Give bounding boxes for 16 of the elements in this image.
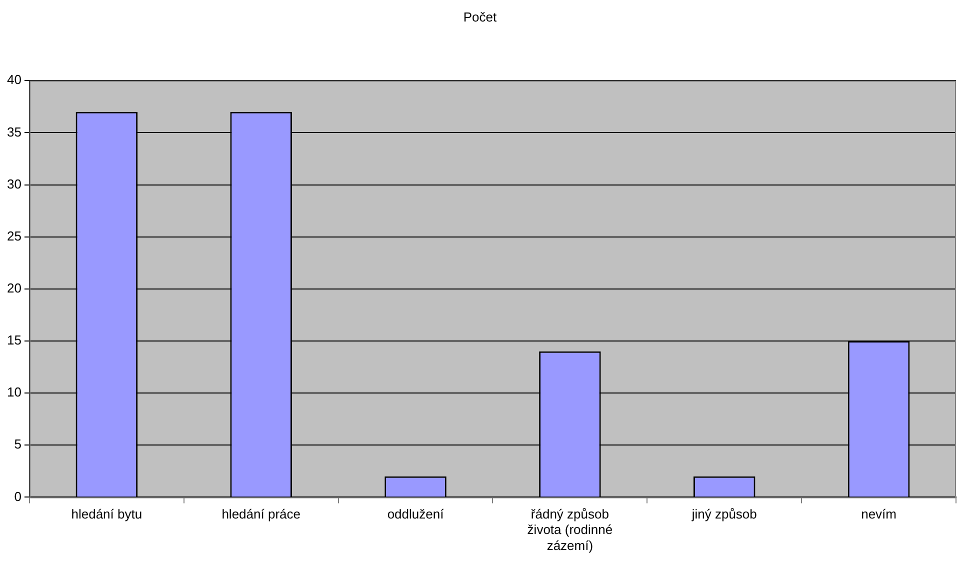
- y-tick-label: 5: [14, 436, 22, 452]
- x-tick-label: hledání bytu: [71, 506, 142, 522]
- y-tick-label: 35: [6, 124, 22, 140]
- y-tick-label: 30: [6, 176, 22, 192]
- y-tick-label: 40: [6, 72, 22, 88]
- x-tick-label: jiný způsob: [690, 506, 757, 522]
- y-tick-label: 0: [14, 488, 22, 504]
- y-tick-label: 25: [6, 228, 22, 244]
- x-tick-label: oddlužení: [387, 506, 444, 522]
- y-tick-label: 20: [6, 280, 22, 296]
- x-tick-label: řádný způsob života (rodinné zázemí): [527, 506, 613, 553]
- x-tick-label: hledání práce: [222, 506, 300, 522]
- y-tick-label: 15: [6, 332, 22, 348]
- y-tick-label: 10: [6, 384, 22, 400]
- x-tick-label: nevím: [861, 506, 896, 522]
- chart-title: Počet: [463, 9, 498, 24]
